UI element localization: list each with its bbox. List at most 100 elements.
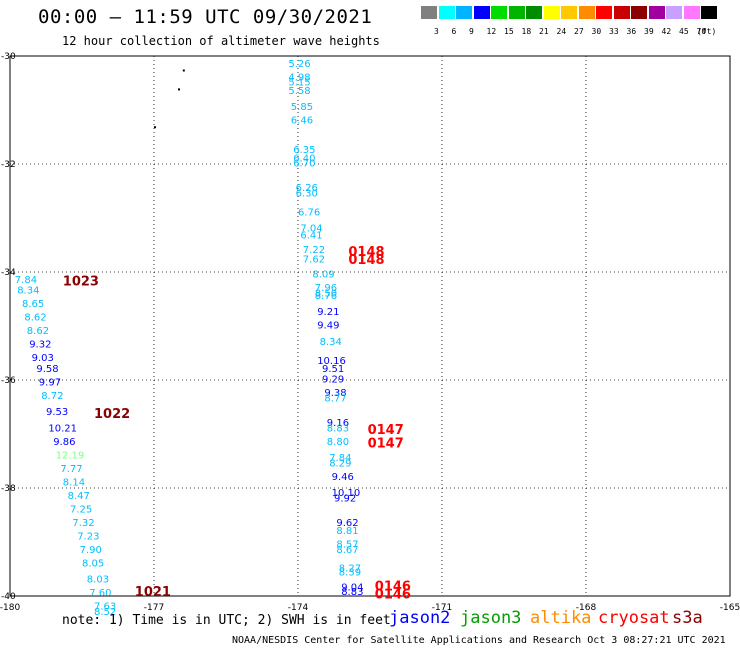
wave-height-value: 9.62: [336, 518, 358, 529]
wave-height-value: 6.76: [298, 207, 320, 218]
page-title: 00:00 – 11:59 UTC 09/30/2021: [38, 6, 373, 28]
colorbar-label: 39: [644, 27, 654, 36]
colorbar-label: 33: [609, 27, 619, 36]
wave-height-value: 6.26: [296, 183, 318, 194]
wave-height-value: 8.72: [41, 391, 63, 402]
pass-time-label: 0147: [368, 437, 404, 452]
wave-height-value: 7.32: [72, 518, 94, 529]
pass-time-label: 0146: [375, 580, 411, 595]
colorbar-box: [648, 6, 665, 19]
colorbar-label: (ft): [697, 27, 717, 36]
wave-height-value: 8.50: [315, 288, 337, 299]
wave-height-value: 9.92: [334, 494, 356, 505]
colorbar-box: [491, 6, 507, 19]
satellite-legend-altika: altika: [530, 608, 592, 628]
y-tick-label: -34: [1, 268, 16, 278]
wave-height-value: 8.39: [339, 567, 361, 578]
wave-height-value: 9.49: [317, 321, 339, 332]
wave-height-value: 9.04: [341, 583, 363, 594]
wave-height-value: 6.30: [296, 188, 318, 199]
wave-height-value: 8.05: [82, 558, 104, 569]
wave-height-value: 9.58: [36, 364, 58, 375]
x-tick-label: -165: [720, 603, 740, 613]
colorbar-box: [421, 6, 437, 19]
x-tick-label: -174: [288, 603, 309, 613]
wave-height-value: 8.77: [324, 394, 346, 405]
colorbar-label: 9: [469, 27, 474, 36]
colorbar-box: [578, 6, 595, 19]
wave-height-value: 7.84: [15, 275, 37, 286]
wave-height-value: 8.83: [327, 423, 349, 434]
wave-height-value: 9.46: [332, 472, 354, 483]
colorbar-box: [543, 6, 560, 19]
colorbar-box: [456, 6, 472, 19]
land-dot: [182, 69, 185, 72]
wave-height-value: 7.22: [303, 245, 325, 256]
colorbar-label: 21: [539, 27, 549, 36]
colorbar-label: 45: [679, 27, 689, 36]
wave-height-value: 9.21: [317, 307, 339, 318]
colorbar-box: [561, 6, 577, 19]
wave-height-value: 7.90: [80, 545, 102, 556]
x-tick-label: -168: [576, 603, 597, 613]
wave-height-value: 9.03: [32, 353, 54, 364]
satellite-legend-jason3: jason3: [460, 608, 522, 628]
wave-height-value: 8.62: [27, 326, 49, 337]
y-tick-label: -38: [1, 484, 16, 494]
colorbar-label: 42: [661, 27, 672, 36]
pass-time-label: 0146: [375, 588, 411, 603]
wave-height-value: 6.35: [293, 145, 315, 156]
wave-height-value: 8.76: [315, 291, 337, 302]
y-tick-label: -36: [1, 376, 16, 386]
colorbar-box: [613, 6, 630, 19]
colorbar-box: [596, 6, 612, 19]
colorbar-box: [631, 6, 647, 19]
wave-height-value: 8.67: [336, 545, 358, 556]
pass-time-label: 1023: [63, 275, 99, 290]
colorbar-box: [438, 6, 455, 19]
wave-height-value: 6.41: [300, 231, 322, 242]
satellite-legend-jason2: jason2: [389, 608, 451, 628]
wave-height-value: 7.60: [89, 588, 111, 599]
wave-height-value: 8.81: [336, 526, 358, 537]
land-dot: [178, 88, 180, 91]
wave-height-value: 8.14: [63, 477, 85, 488]
wave-height-value: 8.80: [327, 437, 349, 448]
wave-height-value: 7.23: [77, 531, 99, 542]
wave-height-value: 7.84: [329, 453, 351, 464]
pass-time-label: 1022: [94, 407, 130, 422]
wave-height-value: 8.52: [94, 607, 116, 618]
pass-time-label: 0148: [348, 245, 384, 260]
pass-time-label: 0147: [368, 423, 404, 438]
wave-height-value: 10.10: [332, 488, 361, 499]
land-dot: [154, 126, 156, 129]
wave-height-value: 6.70: [293, 159, 315, 170]
wave-height-value: 7.96: [315, 283, 337, 294]
wave-height-value: 8.47: [68, 491, 90, 502]
wave-height-value: 7.25: [70, 504, 92, 515]
wave-height-value: 9.29: [322, 375, 344, 386]
wave-height-value: 8.29: [329, 458, 351, 469]
wave-height-value: 9.97: [39, 377, 61, 388]
wave-height-value: 7.62: [303, 254, 325, 265]
wave-height-value: 8.03: [87, 575, 109, 586]
x-tick-label: -180: [0, 603, 20, 613]
wave-height-value: 8.34: [320, 337, 342, 348]
wave-height-value: 5.15: [288, 78, 310, 89]
colorbar-box: [701, 6, 717, 19]
wave-height-value: 10.16: [317, 356, 346, 367]
wave-height-value: 6.40: [293, 153, 315, 164]
colorbar-box: [508, 6, 525, 19]
wave-height-value: 7.77: [60, 464, 82, 475]
y-tick-label: -32: [1, 160, 16, 170]
wave-height-value: 9.86: [53, 437, 75, 448]
colorbar-box: [666, 6, 682, 19]
wave-height-value: 6.46: [291, 116, 313, 127]
colorbar-label: 30: [591, 27, 602, 36]
credit-line: NOAA/NESDIS Center for Satellite Applica…: [232, 635, 726, 646]
wave-height-value: 7.04: [300, 224, 322, 235]
x-tick-label: -177: [144, 603, 164, 613]
colorbar-label: 18: [521, 27, 532, 36]
wave-height-value: 9.53: [46, 407, 68, 418]
